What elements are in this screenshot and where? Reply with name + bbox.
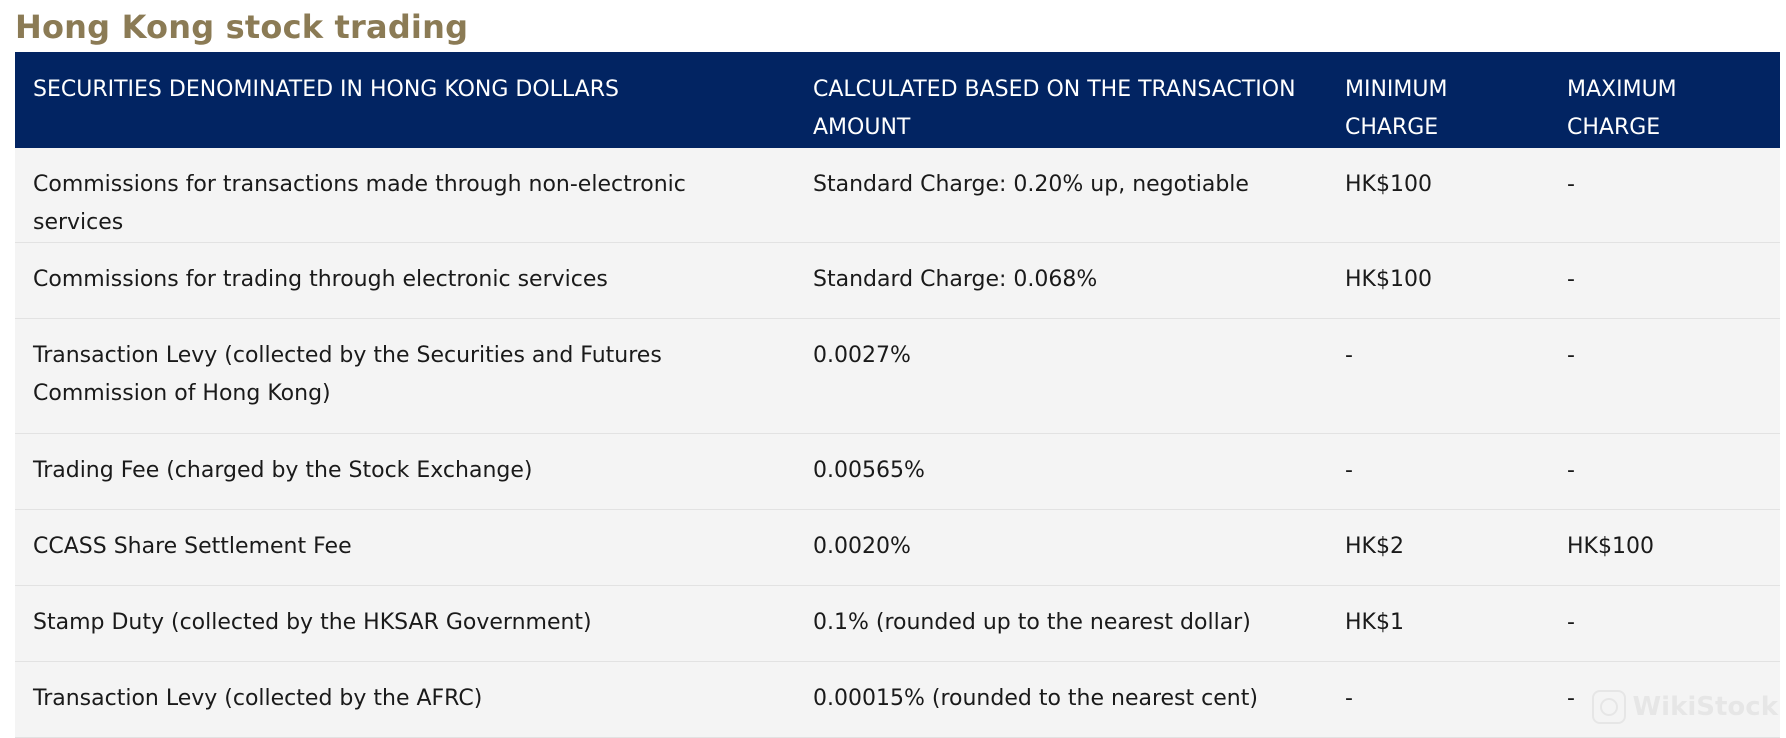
fee-item-cell: Commissions for transactions made throug… [15,148,795,243]
minimum-charge-cell: - [1327,661,1549,738]
table-row: Trading Fee (charged by the Stock Exchan… [15,433,1780,510]
fee-rate-cell: Standard Charge: 0.068% [795,242,1327,319]
section-title: Hong Kong stock trading [15,8,469,46]
watermark-text: WikiStock [1632,692,1778,722]
fee-item-cell: Stamp Duty (collected by the HKSAR Gover… [15,585,795,662]
table-row: CCASS Share Settlement Fee 0.0020% HK$2 … [15,509,1780,586]
header-row: SECURITIES DENOMINATED IN HONG KONG DOLL… [15,52,1780,148]
table-row: Commissions for transactions made throug… [15,148,1780,243]
fee-item-cell: Trading Fee (charged by the Stock Exchan… [15,433,795,510]
wikistock-logo-icon [1592,690,1627,724]
maximum-charge-cell: - [1549,318,1780,434]
header-maximum-charge: MAXIMUM CHARGE [1549,52,1780,148]
minimum-charge-cell: HK$2 [1327,509,1549,586]
fee-item-cell: Transaction Levy (collected by the Secur… [15,318,795,434]
table-row: Transaction Levy (collected by the AFRC)… [15,661,1780,738]
minimum-charge-cell: - [1327,433,1549,510]
minimum-charge-cell: HK$100 [1327,148,1549,243]
fee-table-header: SECURITIES DENOMINATED IN HONG KONG DOLL… [15,52,1780,148]
minimum-charge-cell: HK$1 [1327,585,1549,662]
maximum-charge-cell: - [1549,148,1780,243]
fee-item-cell: Commissions for trading through electron… [15,242,795,319]
fee-table: SECURITIES DENOMINATED IN HONG KONG DOLL… [15,52,1780,738]
fee-rate-cell: 0.1% (rounded up to the nearest dollar) [795,585,1327,662]
maximum-charge-cell: HK$100 [1549,509,1780,586]
fee-item-cell: CCASS Share Settlement Fee [15,509,795,586]
table-row: Commissions for trading through electron… [15,242,1780,319]
maximum-charge-cell: - [1549,242,1780,319]
table-row: Transaction Levy (collected by the Secur… [15,318,1780,434]
header-calculation-basis: CALCULATED BASED ON THE TRANSACTION AMOU… [795,52,1327,148]
header-minimum-charge: MINIMUM CHARGE [1327,52,1549,148]
header-securities: SECURITIES DENOMINATED IN HONG KONG DOLL… [15,52,795,148]
fee-rate-cell: 0.0027% [795,318,1327,434]
fee-item-cell: Transaction Levy (collected by the AFRC) [15,661,795,738]
wikistock-watermark: WikiStock [1592,690,1778,724]
fee-rate-cell: 0.00565% [795,433,1327,510]
maximum-charge-cell: - [1549,661,1780,738]
table-row: Stamp Duty (collected by the HKSAR Gover… [15,585,1780,662]
minimum-charge-cell: HK$100 [1327,242,1549,319]
maximum-charge-cell: - [1549,585,1780,662]
fee-table-body: Commissions for transactions made throug… [15,148,1780,738]
fee-rate-cell: 0.0020% [795,509,1327,586]
fee-rate-cell: 0.00015% (rounded to the nearest cent) [795,661,1327,738]
maximum-charge-cell: - [1549,433,1780,510]
minimum-charge-cell: - [1327,318,1549,434]
fee-rate-cell: Standard Charge: 0.20% up, negotiable [795,148,1327,243]
